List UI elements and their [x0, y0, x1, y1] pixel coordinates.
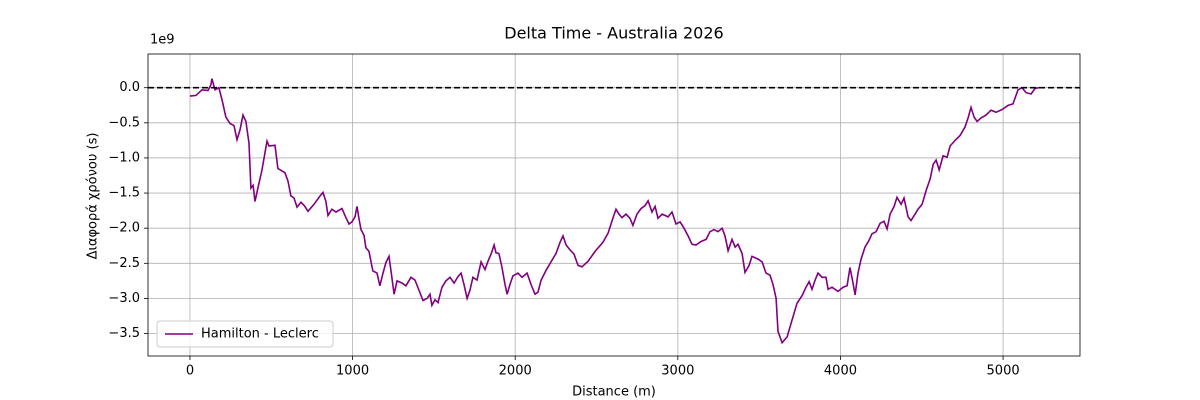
x-tick-label: 0 [186, 364, 194, 379]
y-tick-label: 0.0 [119, 80, 140, 95]
y-tick-label: −2.0 [108, 221, 140, 236]
chart-title: Delta Time - Australia 2026 [504, 24, 723, 43]
y-tick-label: −0.5 [108, 115, 140, 130]
axes-frame [147, 53, 1081, 357]
y-tick-label: −3.0 [108, 291, 140, 306]
x-tick-label: 5000 [987, 364, 1020, 379]
x-axis-label: Distance (m) [572, 385, 656, 400]
x-tick-label: 2000 [499, 364, 532, 379]
legend-box [156, 320, 334, 348]
y-tick-label: −2.5 [108, 256, 140, 271]
y-axis-label: Διαφορά χρόνου (s) [86, 133, 101, 260]
y-tick-label: −3.5 [108, 326, 140, 341]
x-tick-label: 4000 [824, 364, 857, 379]
x-tick-label: 3000 [661, 364, 694, 379]
data-line [189, 78, 1040, 345]
y-tick-label: −1.5 [108, 186, 140, 201]
x-tick-label: 1000 [336, 364, 369, 379]
y-offset-label: 1e9 [150, 33, 175, 48]
y-tick-label: −1.0 [108, 150, 140, 165]
legend-label: Hamilton - Leclerc [201, 327, 319, 342]
